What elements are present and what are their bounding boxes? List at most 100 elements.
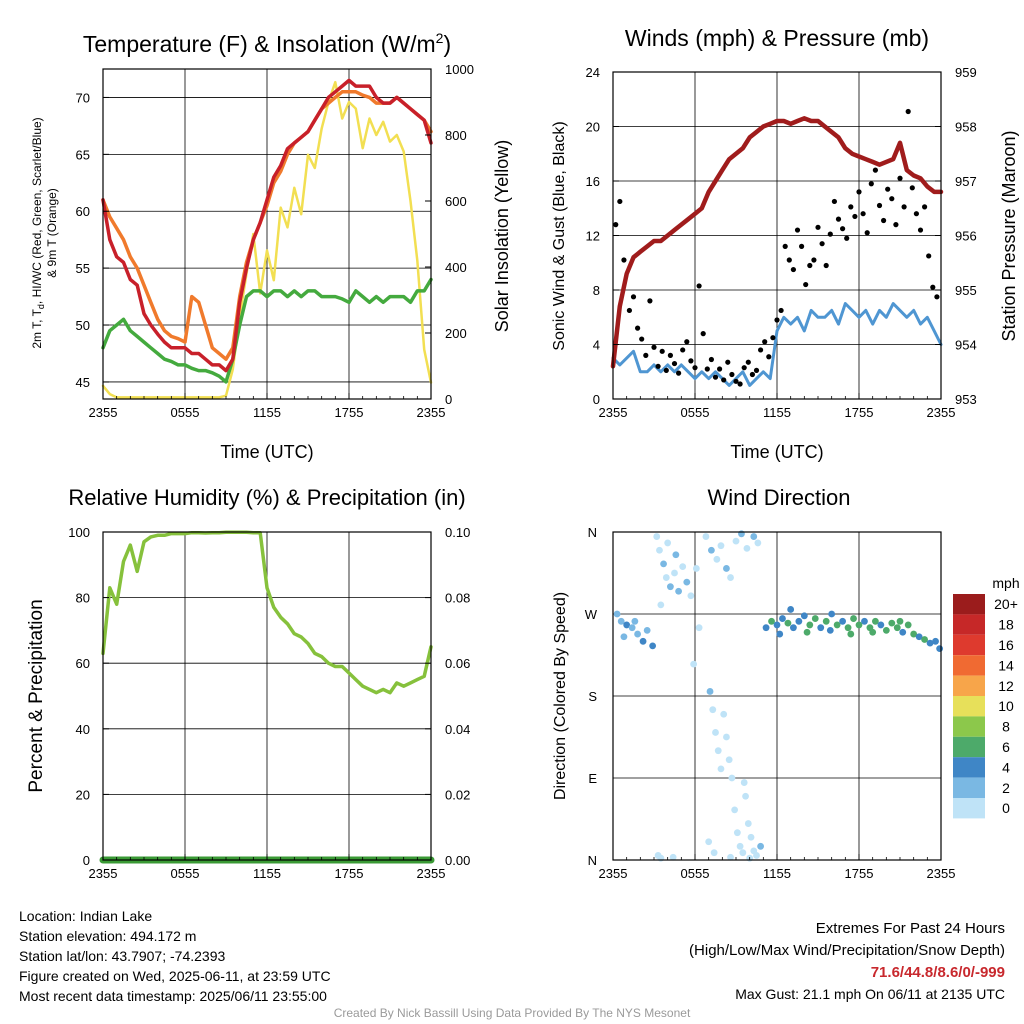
direction-point [675, 587, 682, 595]
x-tick-label: 2355 [599, 405, 628, 420]
direction-point [896, 617, 904, 625]
station-location: Location: Indian Lake [19, 908, 153, 924]
direction-point [740, 779, 748, 786]
temperature-dewpoint-line [101, 277, 433, 384]
colorbar-label: 18 [998, 617, 1014, 633]
gust-point [700, 331, 706, 337]
direction-point [639, 637, 647, 645]
gust-point [626, 307, 633, 314]
gust-point [835, 216, 842, 222]
x-tick-label: 1755 [335, 866, 364, 881]
direction-point [932, 637, 939, 645]
y2-tick-label: 953 [955, 392, 977, 407]
y-tick-label: 20 [586, 120, 600, 135]
direction-point [750, 533, 758, 540]
direction-point [672, 551, 680, 559]
direction-point [705, 838, 713, 846]
direction-point [926, 639, 934, 647]
humidity-ylabel: Percent & Precipitation [26, 599, 47, 792]
y2-tick-label: 200 [445, 326, 467, 341]
direction-point [882, 627, 890, 634]
gust-point [617, 198, 623, 205]
direction-point [754, 539, 762, 547]
y-tick-label: 45 [76, 375, 90, 390]
direction-point [660, 560, 667, 568]
gust-point [745, 359, 751, 365]
y-tick-label: N [588, 853, 597, 868]
colorbar-label: 10 [998, 698, 1014, 714]
x-tick-label: 2355 [417, 866, 446, 881]
y-tick-label: 20 [76, 787, 90, 802]
direction-point [634, 630, 641, 638]
y2-tick-label: 1000 [445, 62, 474, 77]
direction-point [803, 628, 811, 636]
gust-point [889, 196, 895, 202]
direction-point [617, 617, 625, 625]
direction-point [664, 539, 672, 547]
direction-point [872, 617, 879, 625]
direction-point [731, 806, 739, 814]
direction-point [733, 829, 741, 837]
y-tick-label: 4 [593, 338, 600, 353]
y2-tick-label: 0.06 [445, 656, 470, 671]
gust-point [676, 370, 682, 376]
colorbar-swatch [953, 798, 985, 819]
gust-point [721, 377, 727, 383]
y-tick-label: E [588, 771, 597, 786]
humidity-grid [103, 532, 431, 860]
y-tick-label: 40 [76, 722, 90, 737]
gust-point [737, 381, 743, 387]
gust-point [897, 175, 903, 181]
x-tick-label: 1155 [253, 866, 281, 881]
gust-point [725, 359, 731, 365]
gust-point [831, 198, 838, 205]
y-tick-label: 80 [76, 591, 90, 606]
direction-point [910, 630, 918, 638]
direction-point [662, 574, 670, 581]
temperature-ylabel-line2: & 9m T (Orange) [45, 188, 59, 278]
gust-point [827, 231, 833, 237]
humidity-panel: Relative Humidity (%) & Precipitation (i… [26, 485, 470, 881]
direction-point [667, 583, 674, 591]
x-tick-label: 1155 [763, 405, 791, 420]
direction-point [811, 615, 819, 622]
direction-point [732, 537, 740, 545]
direction-point [921, 636, 928, 643]
winds-ylabel-right: Station Pressure (Maroon) [999, 130, 1019, 341]
direction-point [861, 617, 868, 625]
direction-point [739, 849, 747, 857]
x-tick-label: 1755 [335, 405, 364, 420]
direction-point [826, 627, 834, 634]
temperature-axes: 2355 0555 1155 1755 2355 45 50 55 60 65 70 0 200 400 6… [76, 62, 474, 420]
y-tick-label: 100 [68, 525, 90, 540]
x-tick-label: 0555 [171, 405, 200, 420]
gust-point [749, 371, 756, 378]
gust-point [647, 298, 653, 304]
gust-point [815, 224, 821, 230]
gust-point [643, 352, 649, 358]
gust-point [848, 204, 854, 210]
direction-panel: Wind Direction 2355 0555 1155 1755 2355NESWN… [552, 485, 1020, 881]
direction-point [714, 747, 722, 755]
direction-point [706, 688, 714, 695]
direction-point [723, 733, 730, 741]
direction-point [727, 853, 734, 861]
gust-point [844, 235, 850, 241]
extremes-title: Extremes For Past 24 Hours [815, 920, 1005, 937]
y2-tick-label: 957 [955, 174, 977, 189]
direction-point [753, 852, 760, 859]
y2-tick-label: 958 [955, 120, 977, 135]
gust-point [741, 365, 747, 371]
gust-point [885, 186, 891, 192]
direction-point [800, 612, 808, 620]
gust-point [729, 371, 735, 378]
y2-tick-label: 0.08 [445, 591, 470, 606]
colorbar-swatch [953, 634, 985, 656]
gust-point [753, 367, 760, 373]
extremes-info: Extremes For Past 24 Hours (High/Low/Max… [689, 918, 1005, 1004]
gust-point [930, 284, 936, 290]
gust-point [872, 167, 879, 173]
station-latlon: Station lat/lon: 43.7907; -74.2393 [19, 948, 226, 964]
gust-point [856, 189, 862, 195]
direction-point [657, 601, 665, 609]
